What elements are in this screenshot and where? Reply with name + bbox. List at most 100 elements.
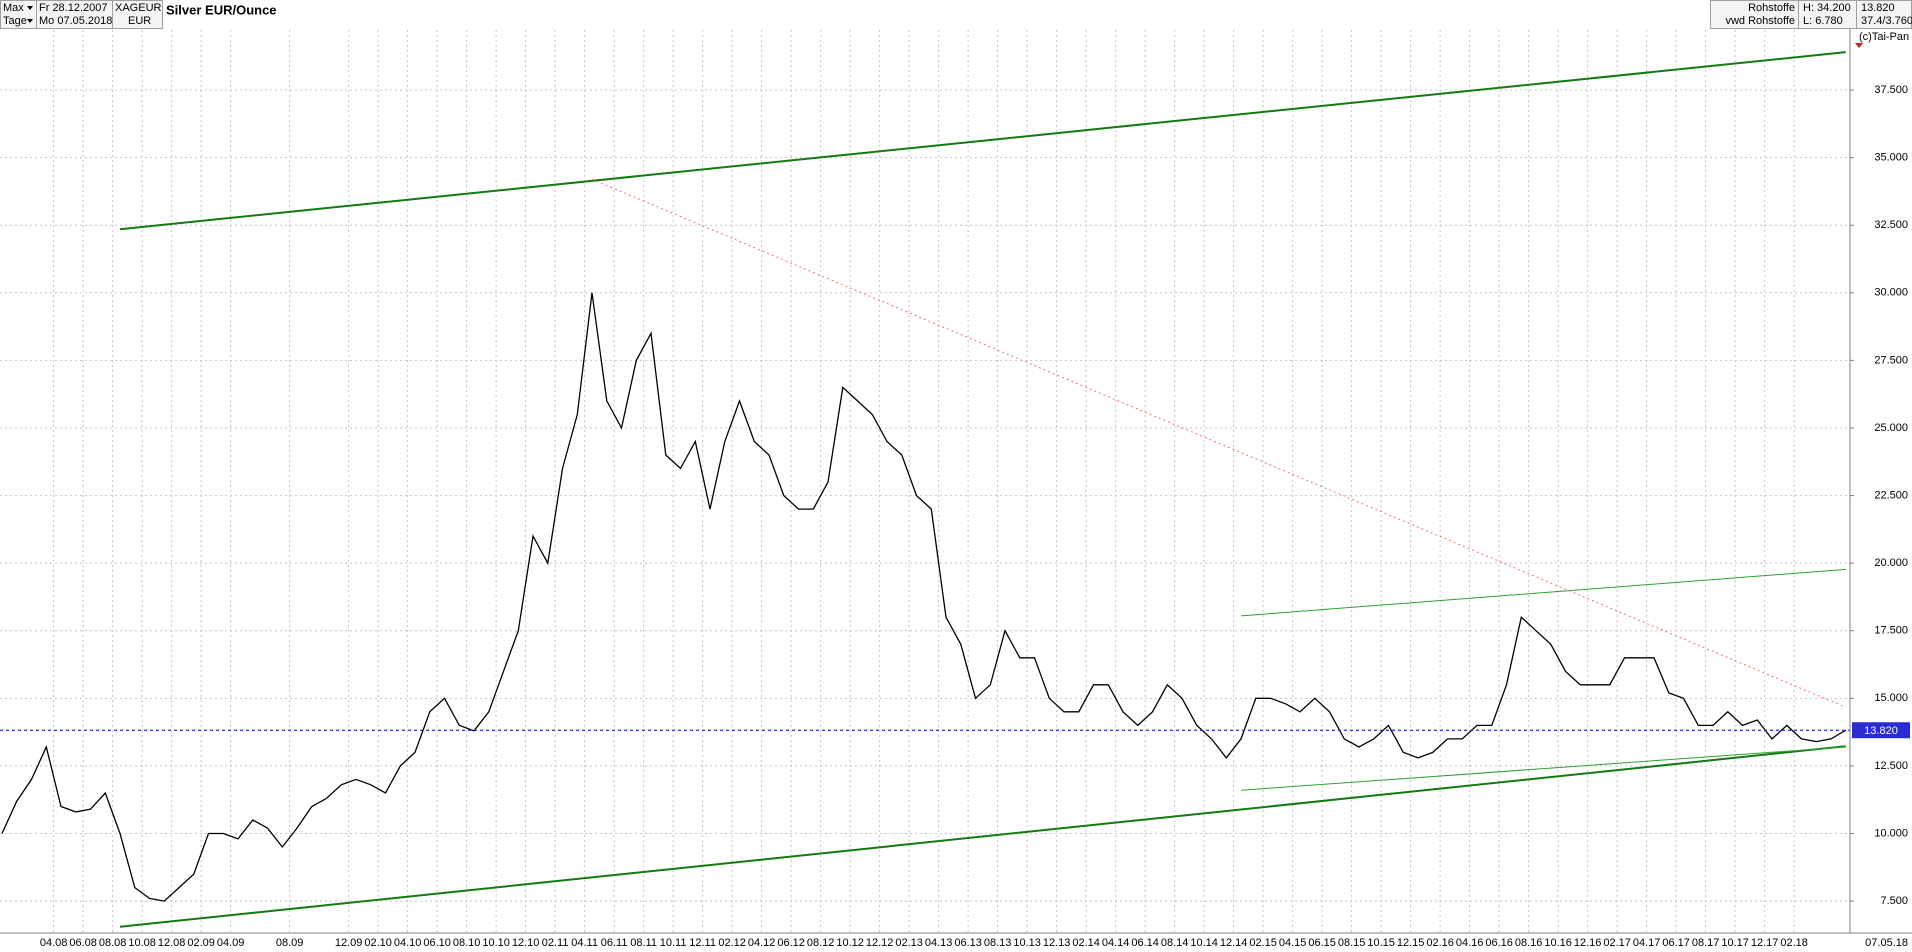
x-tick-label: 08.11 [630, 937, 657, 949]
period[interactable]: Tage [3, 15, 27, 27]
dropdown-arrow[interactable] [27, 19, 33, 23]
x-tick-label: 02.12 [718, 937, 746, 949]
x-tick-label: 08.08 [99, 937, 127, 949]
x-tick-label: 04.16 [1456, 937, 1484, 949]
x-tick-label: 12.13 [1043, 937, 1071, 949]
header-box [112, 0, 163, 29]
x-tick-label: 04.10 [394, 937, 422, 949]
x-tick-label: 02.10 [364, 937, 392, 949]
x-tick-label: 10.12 [836, 937, 864, 949]
last-price-label: 13.820 [1864, 725, 1898, 737]
y-tick-label: 22.500 [1874, 489, 1908, 501]
y-tick-label: 27.500 [1874, 354, 1908, 366]
x-tick-label: 02.15 [1249, 937, 1277, 949]
x-tick-label: 06.17 [1662, 937, 1690, 949]
x-tick-label: 08.15 [1338, 937, 1366, 949]
x-tick-label: 04.17 [1633, 937, 1661, 949]
trend-line [1240, 568, 1846, 617]
date-to: Mo 07.05.2018 [39, 15, 112, 27]
x-tick-label: 04.09 [217, 937, 245, 949]
x-tick-label: 06.15 [1308, 937, 1336, 949]
low: L: 6.780 [1803, 15, 1843, 27]
last-price-tag [1852, 722, 1910, 739]
x-tick-label: 04.12 [748, 937, 776, 949]
x-tick-label: 08.12 [807, 937, 835, 949]
x-tick-label: 12.17 [1751, 937, 1779, 949]
trend-line [119, 745, 1846, 928]
x-tick-label: 10.13 [1013, 937, 1041, 949]
currency: EUR [128, 15, 151, 27]
x-tick-label: 08.16 [1515, 937, 1543, 949]
x-tick-label: 08.13 [984, 937, 1012, 949]
x-tick-label: 02.13 [895, 937, 923, 949]
last: 13.820 [1861, 2, 1895, 14]
x-tick-label: 02.18 [1780, 937, 1808, 949]
x-tick-label: 08.10 [453, 937, 481, 949]
x-tick-label: 02.11 [542, 937, 569, 949]
x-tick-label: 10.14 [1190, 937, 1218, 949]
x-tick-label: 06.16 [1485, 937, 1513, 949]
x-tick-label: 10.17 [1721, 937, 1749, 949]
x-tick-label: 10.15 [1367, 937, 1395, 949]
x-tick-label: 04.11 [571, 937, 598, 949]
x-tick-label: 12.14 [1220, 937, 1248, 949]
x-tick-label: 04.13 [925, 937, 953, 949]
price-line [1, 292, 1847, 902]
x-tick-label: 12.12 [866, 937, 894, 949]
header-box [1798, 0, 1857, 29]
symbol: XAGEUR [115, 2, 162, 14]
header-box [1710, 0, 1799, 29]
y-tick-label: 35.000 [1874, 152, 1908, 164]
header-box [0, 0, 37, 29]
x-tick-label: 12.16 [1574, 937, 1602, 949]
x-tick-label: 12.08 [158, 937, 186, 949]
scale: 37.4/3.760 [1861, 15, 1912, 27]
y-tick-label: 15.000 [1874, 692, 1908, 704]
group: Rohstoffe [1748, 2, 1795, 14]
x-tick-label: 06.12 [777, 937, 805, 949]
x-tick-label: 04.14 [1102, 937, 1130, 949]
y-tick-label: 37.500 [1874, 84, 1908, 96]
x-tick-label: 02.09 [187, 937, 215, 949]
x-tick-label: 12.10 [512, 937, 540, 949]
high: H: 34.200 [1803, 2, 1851, 14]
x-tick-label: 04.08 [40, 937, 68, 949]
x-tick-label: 04.15 [1279, 937, 1307, 949]
y-tick-label: 20.000 [1874, 557, 1908, 569]
y-tick-label: 30.000 [1874, 287, 1908, 299]
x-tick-label: 02.16 [1426, 937, 1454, 949]
x-tick-label: 06.14 [1131, 937, 1159, 949]
y-tick-label: 12.500 [1874, 760, 1908, 772]
trend-line [119, 51, 1846, 231]
x-tick-label: 06.11 [601, 937, 628, 949]
x-tick-label: 06.13 [954, 937, 982, 949]
y-tick-label: 17.500 [1874, 625, 1908, 637]
header: Max Tage Fr 28.12.2007 Mo 07.05.2018 XAG… [0, 0, 1912, 48]
x-tick-label: 10.08 [128, 937, 156, 949]
x-tick-label: 08.09 [276, 937, 304, 949]
y-tick-label: 7.500 [1880, 895, 1908, 907]
x-tick-label: 02.14 [1072, 937, 1100, 949]
x-tick-label: 12.09 [335, 937, 363, 949]
marker [1855, 43, 1863, 48]
x-tick-label: 08.14 [1161, 937, 1189, 949]
chart-title: Silver EUR/Ounce [166, 2, 277, 17]
x-tick-label: 06.10 [423, 937, 451, 949]
header-box [36, 0, 113, 29]
y-tick-label: 32.500 [1874, 219, 1908, 231]
x-tick-label: 10.10 [482, 937, 510, 949]
y-tick-label: 10.000 [1874, 827, 1908, 839]
x-tick-label: 12.15 [1397, 937, 1425, 949]
range[interactable]: Max [3, 2, 24, 14]
x-tick-label: 08.17 [1692, 937, 1720, 949]
x-tick-label: 10.16 [1544, 937, 1572, 949]
dropdown-arrow[interactable] [27, 6, 33, 10]
y-tick-label: 25.000 [1874, 422, 1908, 434]
header-box [1856, 0, 1912, 29]
x-tick-label: 10.11 [660, 937, 687, 949]
date-from: Fr 28.12.2007 [39, 2, 108, 14]
x-tick-label: 06.08 [69, 937, 97, 949]
copyright: (c)Tai-Pan [1859, 31, 1909, 43]
